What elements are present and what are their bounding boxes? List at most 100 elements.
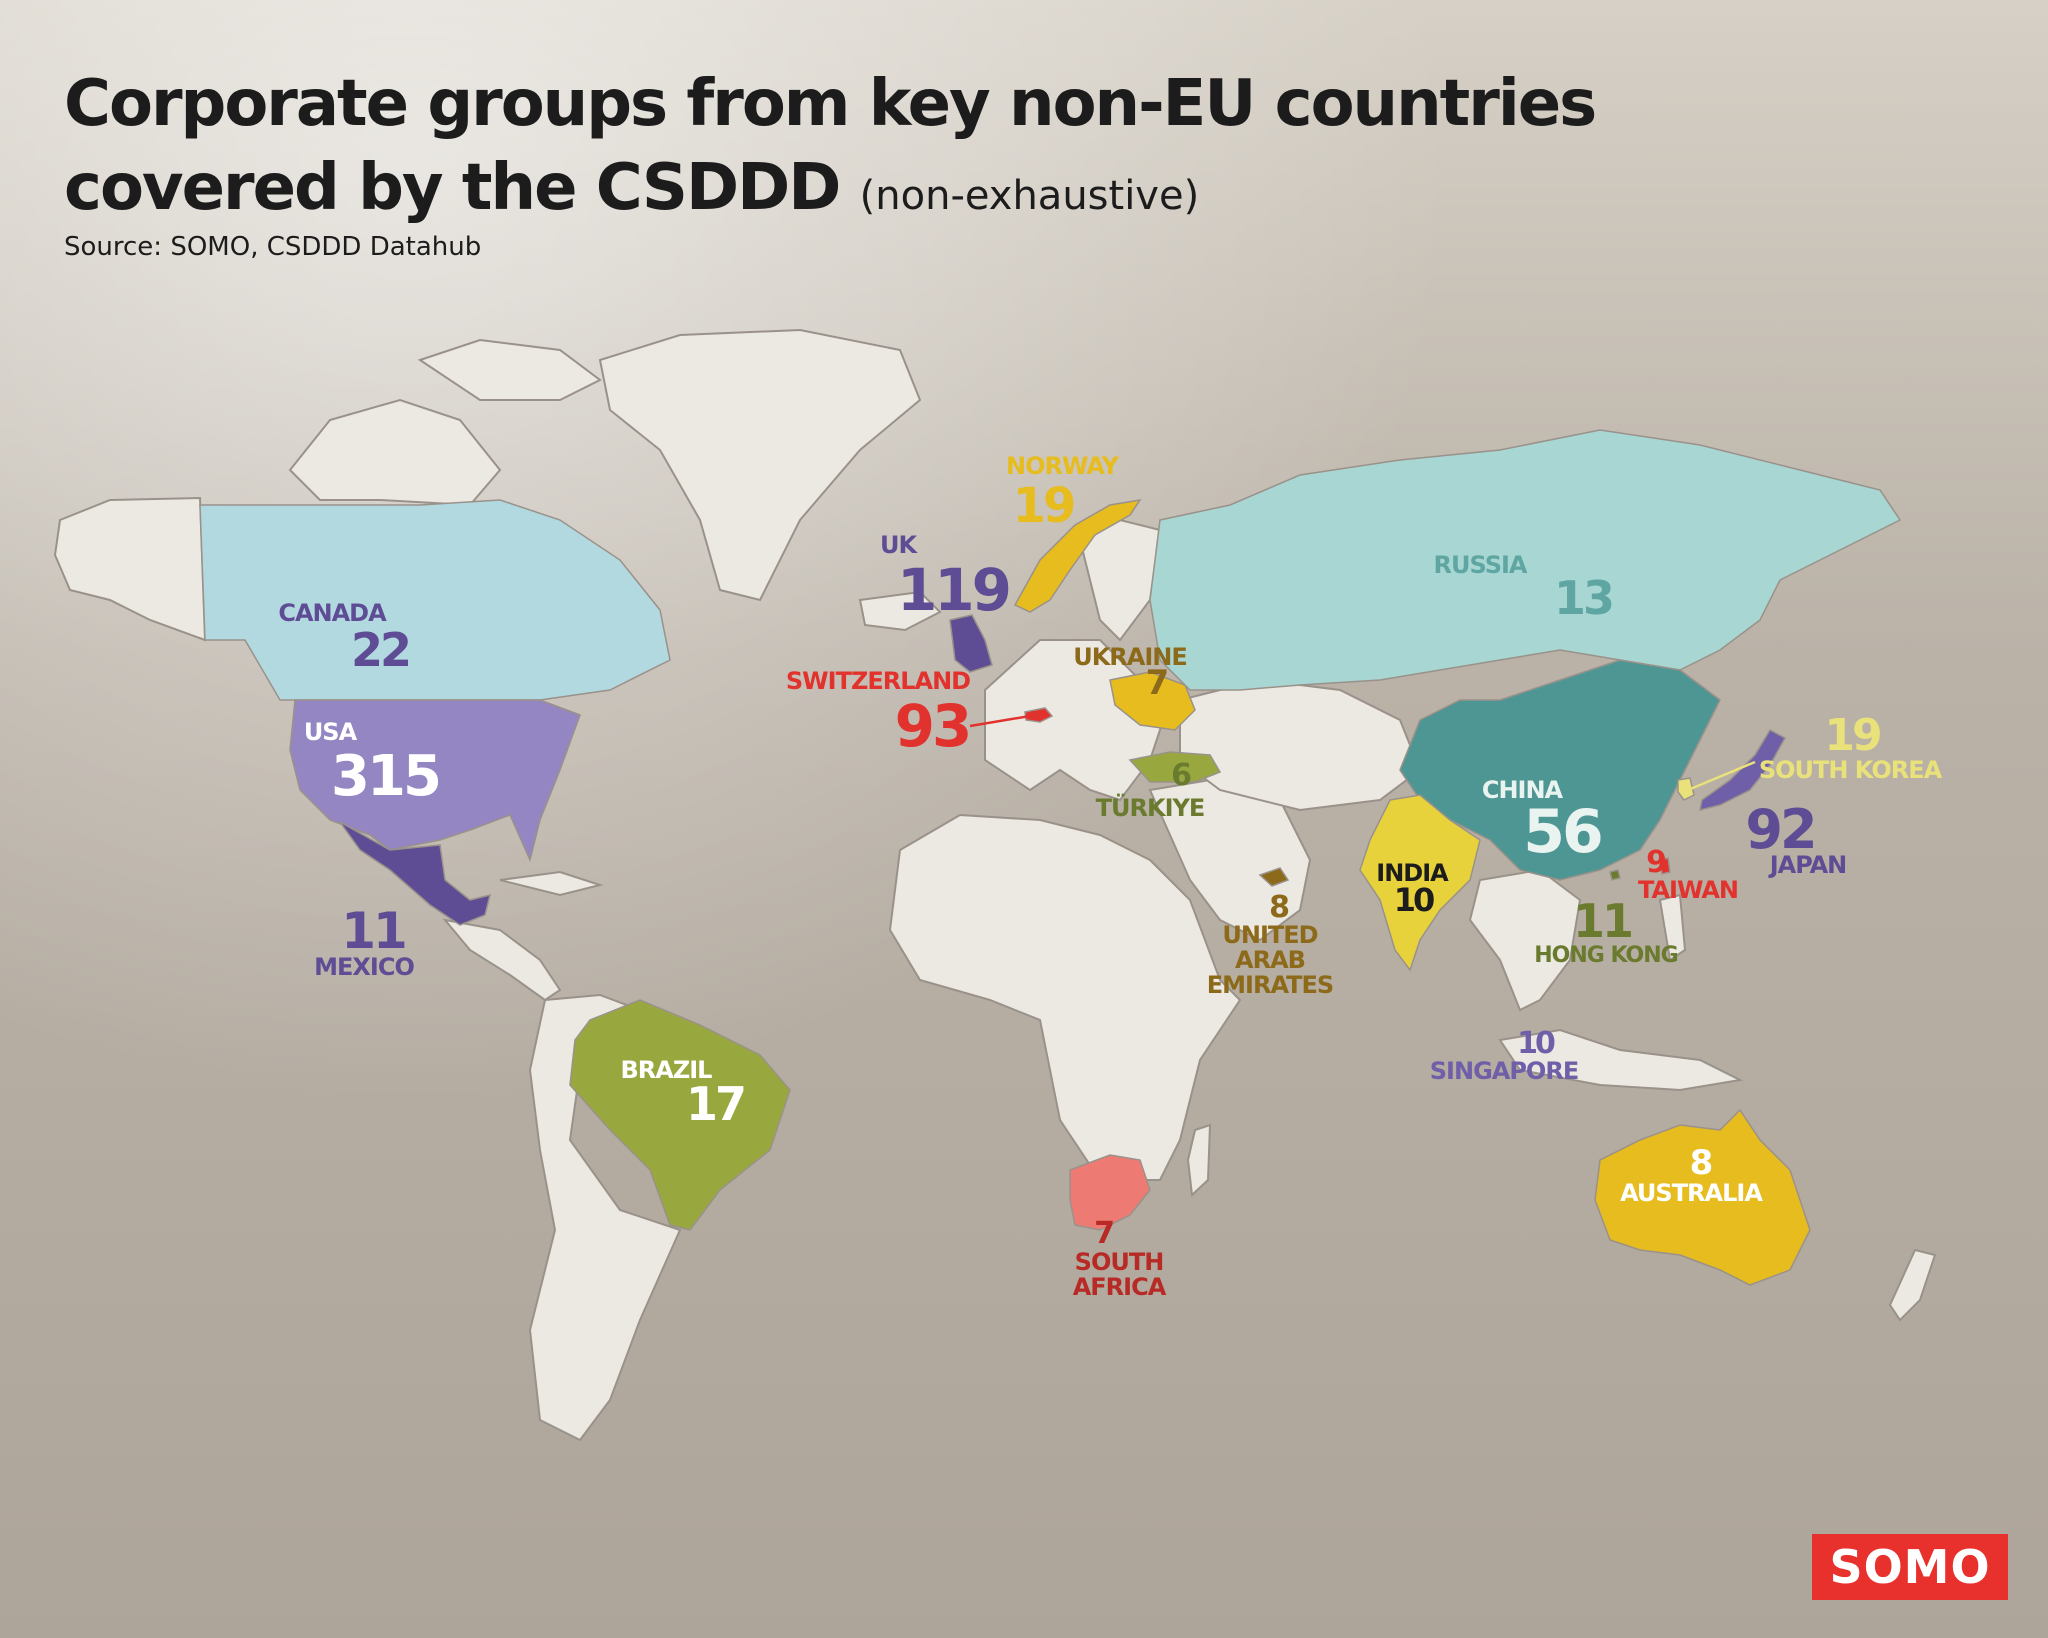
label-australia: 8 AUSTRALIA xyxy=(1620,1143,1764,1207)
base-land xyxy=(53,328,1937,1442)
shape-india xyxy=(1359,794,1481,972)
country-name: SWITZERLAND xyxy=(786,667,970,695)
label-china: CHINA 56 xyxy=(1482,776,1604,867)
country-name: SINGAPORE xyxy=(1430,1057,1578,1085)
label-ukraine: UKRAINE 7 xyxy=(1073,643,1188,703)
country-name: NORWAY xyxy=(1006,452,1120,480)
label-south-korea: 19 SOUTH KOREA xyxy=(1759,710,1944,784)
leader-dot-switzerland xyxy=(1029,711,1037,719)
shape-ukraine xyxy=(1109,671,1196,731)
title-subtitle: (non-exhaustive) xyxy=(859,173,1200,219)
shape-mexico xyxy=(339,821,492,926)
country-value: 315 xyxy=(331,744,439,809)
somo-logo: SOMO xyxy=(1812,1534,2008,1600)
label-uk: UK 119 xyxy=(880,531,1012,624)
label-mexico: 11 MEXICO xyxy=(314,902,415,981)
country-value: 8 xyxy=(1269,890,1289,925)
country-value: 19 xyxy=(1013,478,1074,534)
shape-australia xyxy=(1594,1108,1811,1286)
country-value: 10 xyxy=(1394,881,1434,919)
country-name: USA xyxy=(304,718,358,746)
land-madagascar xyxy=(1186,1123,1212,1198)
country-value: 6 xyxy=(1171,758,1191,793)
country-name: HONG KONG xyxy=(1534,943,1677,968)
land-new-zealand xyxy=(1888,1248,1937,1322)
country-name: CHINA xyxy=(1482,776,1564,804)
country-name: MEXICO xyxy=(314,953,414,981)
land-arctic-islands xyxy=(417,338,602,401)
country-name: CANADA xyxy=(278,599,387,627)
label-hong-kong: 11 HONG KONG xyxy=(1534,894,1678,968)
country-name: SOUTH KOREA xyxy=(1759,756,1943,784)
country-name: UK xyxy=(880,531,918,559)
label-switzerland: SWITZERLAND 93 xyxy=(786,667,972,760)
country-name: TAIWAN xyxy=(1638,876,1738,904)
country-name: UKRAINE xyxy=(1073,643,1187,671)
land-philippines xyxy=(1658,893,1687,962)
country-value: 11 xyxy=(1573,894,1631,948)
label-taiwan: 9 TAIWAN xyxy=(1638,845,1739,904)
label-canada: CANADA 22 xyxy=(278,599,412,677)
land-southeast-asia xyxy=(1468,868,1582,1012)
country-name-line-1: SOUTH xyxy=(1075,1248,1164,1276)
label-usa: USA 315 xyxy=(304,718,442,809)
shape-canada xyxy=(199,499,671,701)
land-canadian-arctic xyxy=(288,398,502,507)
country-name: AUSTRALIA xyxy=(1620,1179,1763,1207)
country-name: TÜRKIYE xyxy=(1096,792,1205,822)
leader-switzerland xyxy=(969,714,1031,728)
land-africa xyxy=(888,813,1242,1181)
country-value: 10 xyxy=(1517,1026,1555,1061)
page-title: Corporate groups from key non-EU countri… xyxy=(64,62,1764,238)
label-india: INDIA 10 xyxy=(1376,859,1450,919)
land-greenland xyxy=(598,328,922,602)
shape-uae xyxy=(1258,867,1290,887)
highlighted-countries xyxy=(199,429,1902,1286)
shape-south-africa xyxy=(1069,1154,1151,1231)
title-main: Corporate groups from key non-EU countri… xyxy=(64,67,1597,225)
country-value: 7 xyxy=(1094,1216,1113,1251)
land-alaska xyxy=(53,496,207,642)
label-singapore: 10 SINGAPORE xyxy=(1430,1026,1579,1085)
country-value: 17 xyxy=(686,1077,744,1131)
label-japan: 92 JAPAN xyxy=(1745,798,1847,879)
country-name: RUSSIA xyxy=(1434,551,1528,579)
label-turkiye: 6 TÜRKIYE xyxy=(1096,758,1206,822)
land-caribbean xyxy=(499,870,604,897)
land-iceland xyxy=(858,590,942,632)
country-name-line-2: AFRICA xyxy=(1073,1273,1167,1301)
country-name: BRAZIL xyxy=(621,1056,713,1084)
shape-taiwan xyxy=(1659,857,1671,875)
country-value: 119 xyxy=(897,556,1009,624)
country-name-line-3: EMIRATES xyxy=(1207,971,1333,999)
shape-russia xyxy=(1149,429,1902,691)
label-brazil: BRAZIL 17 xyxy=(621,1056,748,1131)
shape-south-korea xyxy=(1677,777,1695,801)
country-value: 9 xyxy=(1646,845,1665,880)
country-name: INDIA xyxy=(1376,859,1449,887)
shape-brazil xyxy=(569,999,791,1231)
shape-usa xyxy=(289,699,581,863)
land-central-america xyxy=(442,918,562,1002)
country-value: 19 xyxy=(1824,710,1880,761)
country-name: JAPAN xyxy=(1768,851,1847,879)
country-value: 8 xyxy=(1690,1143,1712,1183)
label-norway: NORWAY 19 xyxy=(1006,452,1121,534)
country-value: 93 xyxy=(895,692,970,760)
source-note: Source: SOMO, CSDDD Datahub xyxy=(64,232,482,262)
country-name-line-1: UNITED xyxy=(1222,921,1317,949)
country-value: 11 xyxy=(341,902,405,960)
shape-turkiye xyxy=(1128,751,1222,783)
country-value: 7 xyxy=(1146,663,1167,703)
label-russia: RUSSIA 13 xyxy=(1434,551,1615,625)
country-value: 56 xyxy=(1523,797,1601,867)
label-south-africa: 7 SOUTH AFRICA xyxy=(1073,1216,1168,1301)
country-value: 92 xyxy=(1745,798,1814,861)
country-name-line-2: ARAB xyxy=(1235,946,1305,974)
label-uae: 8 UNITED ARAB EMIRATES xyxy=(1207,890,1334,999)
leader-south-korea xyxy=(1687,760,1756,792)
land-indonesia xyxy=(1498,1028,1744,1092)
country-value: 13 xyxy=(1554,571,1612,625)
country-value: 22 xyxy=(351,623,409,677)
